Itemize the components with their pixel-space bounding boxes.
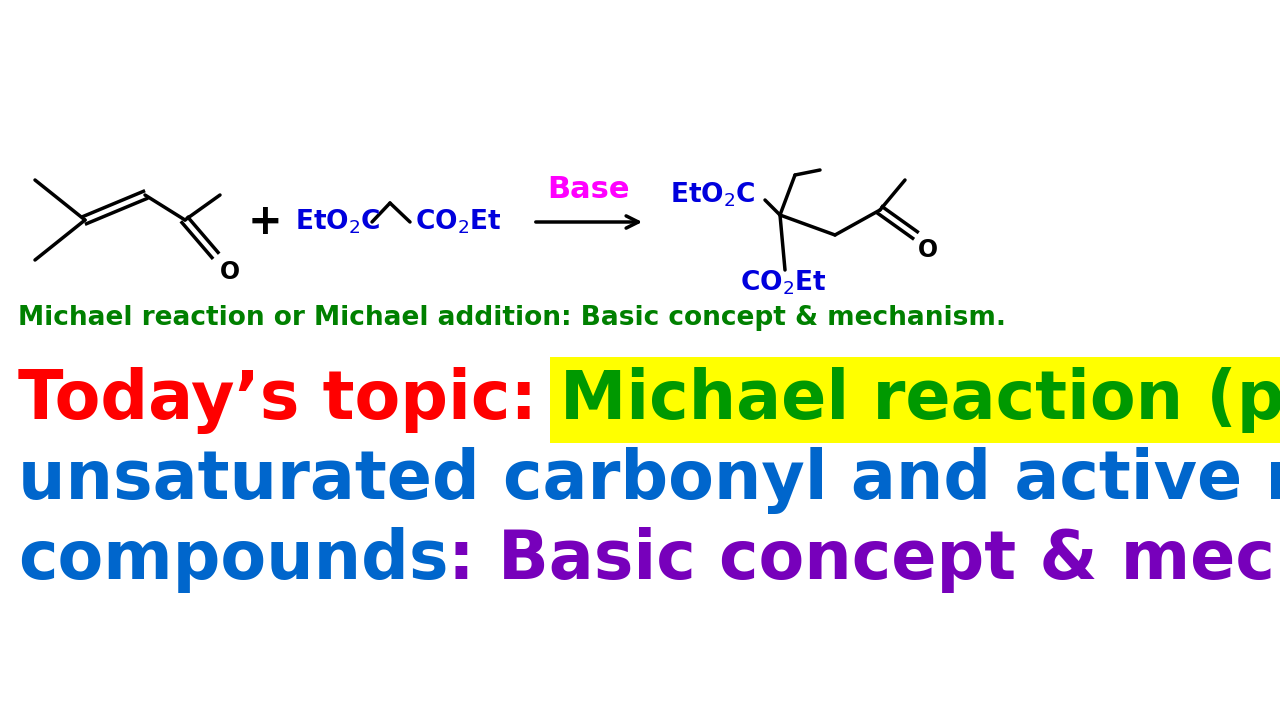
Text: CO$_2$Et: CO$_2$Et (740, 269, 827, 297)
Text: unsaturated carbonyl and active methylene: unsaturated carbonyl and active methylen… (18, 446, 1280, 513)
Text: : Basic concept & mechanism.: : Basic concept & mechanism. (448, 527, 1280, 593)
Text: +: + (247, 201, 283, 243)
Text: O: O (220, 260, 241, 284)
Text: compounds: compounds (18, 527, 448, 593)
Text: CO$_2$Et: CO$_2$Et (415, 208, 502, 236)
Text: Today’s topic:: Today’s topic: (18, 366, 561, 433)
Text: Michael reaction or Michael addition: Basic concept & mechanism.: Michael reaction or Michael addition: Ba… (18, 305, 1006, 331)
Text: Base: Base (548, 175, 630, 204)
Text: O: O (918, 238, 938, 262)
Text: EtO$_2$C: EtO$_2$C (669, 181, 755, 210)
Text: Michael reaction (part 1): Michael reaction (part 1) (561, 367, 1280, 433)
Text: EtO$_2$C: EtO$_2$C (294, 208, 380, 236)
